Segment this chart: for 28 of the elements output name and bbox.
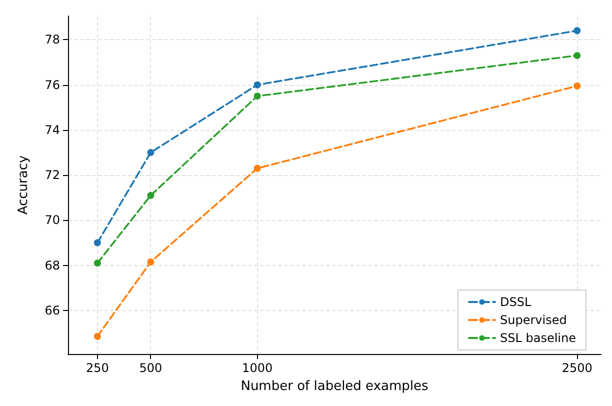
y-tick-label: 68 — [44, 258, 60, 272]
x-tick-label: 1000 — [242, 361, 273, 375]
x-tick-label: 500 — [139, 361, 162, 375]
point — [94, 332, 101, 340]
point — [147, 258, 154, 266]
x-tick-label: 250 — [86, 361, 109, 375]
point — [574, 27, 581, 34]
point — [254, 164, 261, 172]
legend-label: DSSL — [500, 295, 532, 309]
legend-label: SSL baseline — [500, 331, 576, 345]
y-axis-title: Accuracy — [16, 155, 31, 215]
point — [147, 149, 154, 156]
x-axis-title: Number of labeled examples — [240, 379, 429, 394]
point — [254, 81, 261, 88]
point — [94, 239, 101, 246]
point — [574, 52, 581, 59]
y-tick-label: 66 — [44, 303, 60, 318]
y-tick-label: 76 — [44, 78, 60, 92]
legend-label: Supervised — [500, 313, 567, 327]
point — [254, 92, 261, 100]
x-tick-label: 2500 — [562, 361, 592, 375]
y-tick-label: 70 — [44, 213, 60, 228]
y-tick-label: 78 — [44, 32, 60, 47]
y-tick-label: 74 — [44, 122, 60, 137]
y-tick-label: 72 — [44, 168, 60, 182]
point — [147, 192, 154, 199]
point — [574, 82, 581, 90]
point — [94, 260, 101, 267]
